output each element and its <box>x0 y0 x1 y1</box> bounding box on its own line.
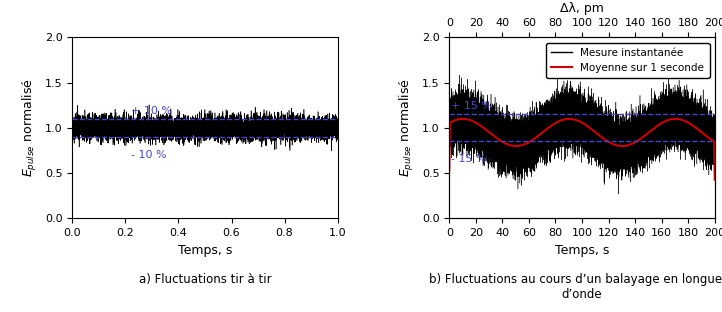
X-axis label: Δλ, pm: Δλ, pm <box>560 2 604 15</box>
Y-axis label: $E_{pulse}$ normalisé: $E_{pulse}$ normalisé <box>21 79 39 177</box>
Text: a) Fluctuations tir à tir: a) Fluctuations tir à tir <box>139 273 271 286</box>
Text: b) Fluctuations au cours d’un balayage en longueur
d’onde: b) Fluctuations au cours d’un balayage e… <box>429 273 722 301</box>
Text: + 10 %: + 10 % <box>131 106 172 116</box>
Y-axis label: $E_{pulse}$ normalisé: $E_{pulse}$ normalisé <box>399 79 416 177</box>
Text: + 15 %: + 15 % <box>451 101 492 111</box>
Text: - 15 %: - 15 % <box>451 154 487 164</box>
X-axis label: Temps, s: Temps, s <box>554 244 609 257</box>
Legend: Mesure instantanée, Moyenne sur 1 seconde: Mesure instantanée, Moyenne sur 1 second… <box>546 43 710 78</box>
X-axis label: Temps, s: Temps, s <box>178 244 232 257</box>
Text: - 10 %: - 10 % <box>131 150 166 160</box>
